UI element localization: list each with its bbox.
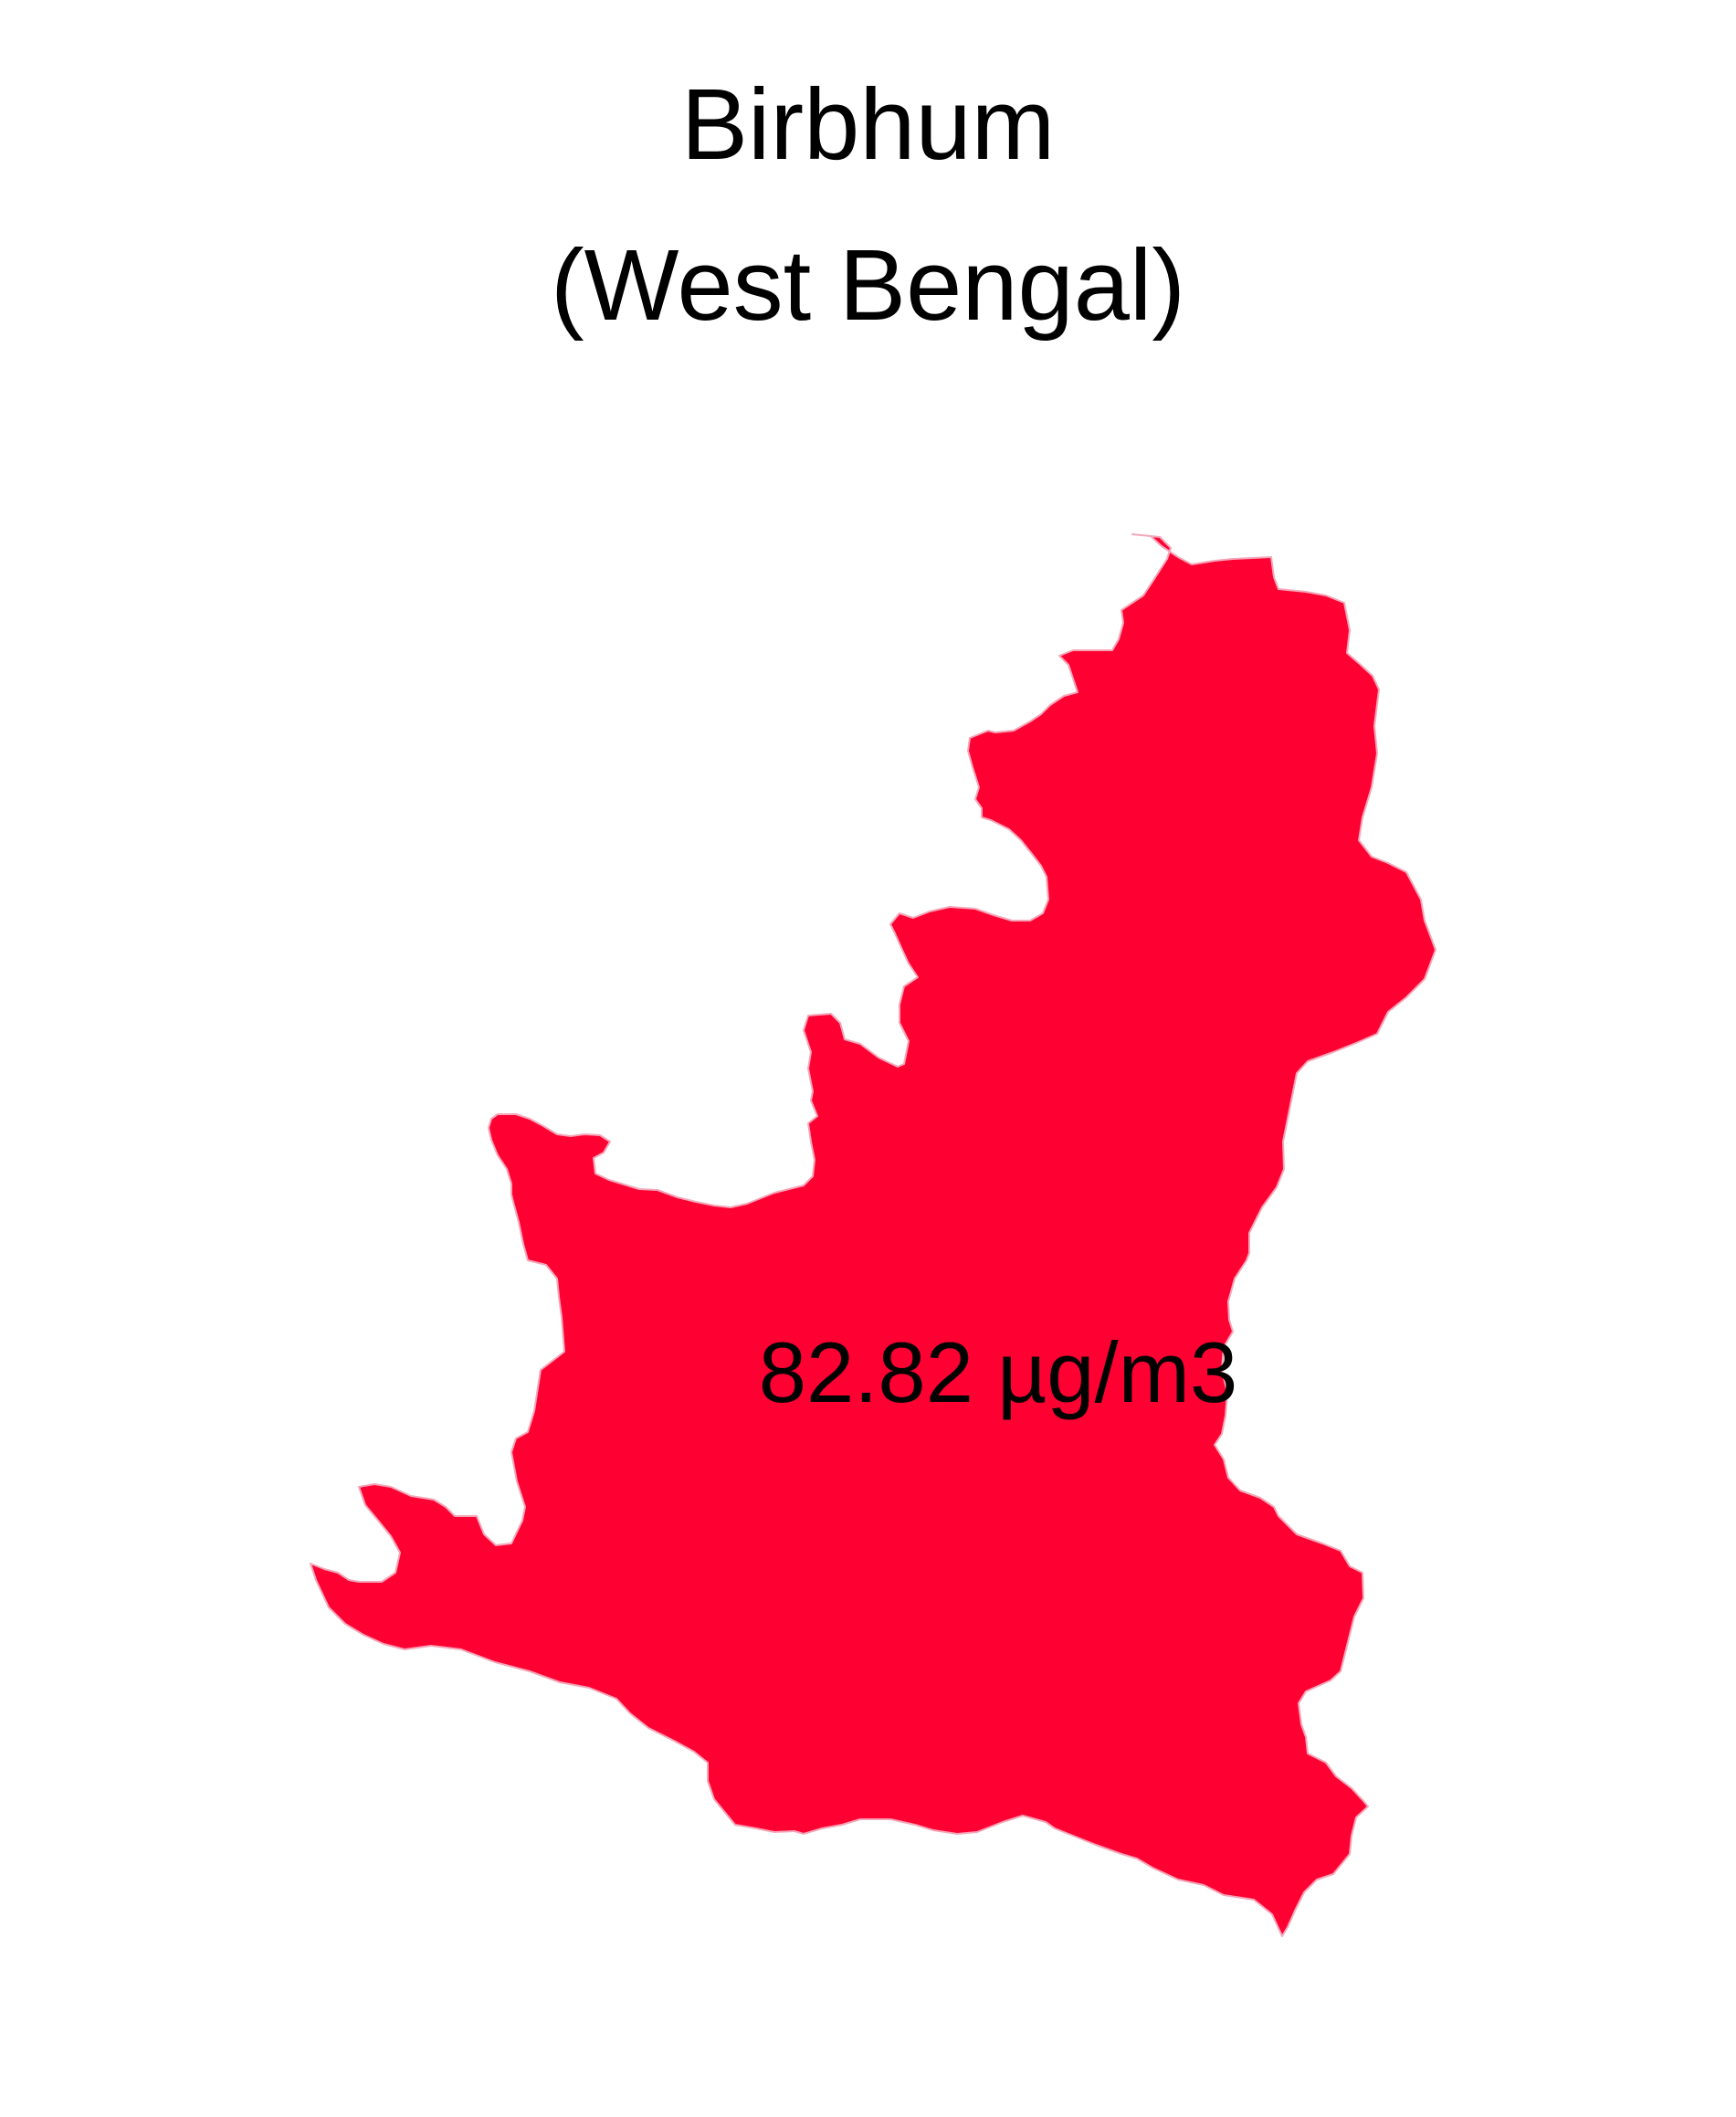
map-subtitle: (West Bengal)	[551, 229, 1185, 342]
map-title: Birbhum	[680, 68, 1056, 181]
district-value-label: 82.82 µg/m3	[759, 1324, 1237, 1420]
district-shape-birbhum	[310, 533, 1436, 1937]
